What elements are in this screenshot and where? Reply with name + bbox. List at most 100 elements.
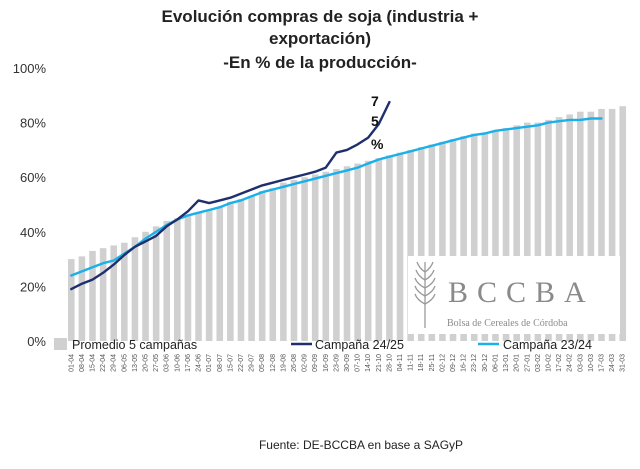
x-tick-label: 13-01 — [503, 354, 510, 372]
y-tick-label: 80% — [20, 116, 46, 131]
x-tick-label: 01-04 — [68, 354, 75, 372]
bar-promedio — [142, 231, 149, 341]
logo-background — [408, 256, 620, 334]
x-tick-label: 02-12 — [439, 354, 446, 372]
bar-promedio — [227, 201, 234, 341]
x-tick-label: 05-08 — [259, 354, 266, 372]
bar-promedio — [333, 169, 340, 341]
chart-title-line-2: exportación) — [269, 29, 371, 48]
bar-promedio — [68, 259, 75, 341]
bar-promedio — [492, 130, 499, 341]
x-tick-label: 08-07 — [217, 354, 224, 372]
x-tick-label: 17-03 — [598, 354, 605, 372]
x-tick-label: 10-06 — [174, 354, 181, 372]
y-axis: 0% 20% 40% 60% 80% 100% — [13, 61, 47, 349]
x-tick-label: 14-10 — [365, 354, 372, 372]
x-tick-label: 16-12 — [461, 354, 468, 372]
bar-promedio — [174, 218, 181, 341]
bar-promedio — [280, 182, 287, 341]
x-tick-label: 11-11 — [408, 354, 415, 371]
bar-promedio — [481, 133, 489, 341]
annotation-char-3: % — [371, 136, 384, 152]
bar-promedio — [396, 152, 404, 341]
bar-promedio — [237, 199, 245, 341]
bar-promedio — [216, 207, 224, 341]
legend-label-campana-2425: Campaña 24/25 — [315, 338, 404, 352]
x-tick-label: 24-03 — [609, 354, 616, 372]
bar-promedio — [407, 149, 414, 341]
bar-promedio — [322, 171, 330, 341]
legend-swatch-promedio — [54, 338, 67, 350]
x-axis: 01-04 08-04 15-04 22-04 29-04 06-05 13-05 20-05… — [68, 354, 626, 372]
line-series-group — [70, 100, 603, 291]
x-tick-label: 29-07 — [249, 354, 256, 372]
chart-title-line-1: Evolución compras de soja (industria + — [162, 7, 479, 26]
bar-promedio — [576, 111, 584, 342]
line-campana-2425 — [70, 100, 391, 291]
bar-promedio — [545, 119, 552, 342]
bar-promedio — [449, 138, 457, 341]
x-tick-label: 13-05 — [132, 354, 139, 372]
x-tick-label: 06-05 — [121, 354, 128, 372]
logo-subtitle: Bolsa de Cereales de Córdoba — [447, 318, 568, 329]
x-tick-label: 30-09 — [344, 354, 351, 372]
bar-promedio — [89, 250, 96, 341]
bar-promedio — [502, 128, 510, 341]
legend: Promedio 5 campañas Campaña 24/25 Campañ… — [54, 338, 592, 352]
x-tick-label: 01-07 — [206, 354, 213, 372]
x-tick-label: 21-10 — [376, 354, 383, 372]
x-tick-label: 24-02 — [567, 354, 574, 372]
annotation-75-percent: 7 5 % — [371, 93, 384, 152]
bar-promedio — [290, 179, 298, 341]
x-tick-label: 15-07 — [227, 354, 234, 372]
x-tick-label: 23-12 — [471, 354, 478, 372]
x-tick-label: 02-09 — [302, 354, 309, 372]
source-note: Fuente: DE-BCCBA en base a SAGyP — [259, 438, 463, 452]
x-tick-label: 07-10 — [355, 354, 362, 372]
bar-promedio — [152, 226, 160, 341]
x-tick-label: 27-01 — [524, 354, 531, 372]
x-tick-label: 30-12 — [482, 354, 489, 372]
x-tick-label: 22-07 — [238, 354, 245, 372]
logo-letters: BCCBA — [448, 276, 595, 309]
x-tick-label: 22-04 — [100, 354, 107, 372]
bar-promedio — [523, 122, 531, 341]
y-tick-label: 60% — [20, 170, 46, 185]
wheat-icon — [414, 261, 436, 328]
x-tick-label: 03-02 — [535, 354, 542, 372]
x-tick-label: 10-02 — [545, 354, 552, 372]
bar-promedio — [205, 209, 213, 341]
x-tick-label: 23-09 — [333, 354, 340, 372]
bar-promedio — [417, 147, 425, 341]
bar-promedio — [608, 108, 616, 341]
bar-promedio — [99, 248, 107, 341]
bar-promedio — [311, 174, 319, 341]
x-tick-label: 25-11 — [429, 354, 436, 371]
x-tick-label: 27-05 — [153, 354, 160, 372]
x-tick-label: 15-04 — [90, 354, 97, 372]
bar-promedio — [555, 117, 563, 341]
x-tick-label: 29-04 — [111, 354, 118, 372]
bar-promedio — [343, 166, 351, 341]
bar-promedio — [258, 190, 266, 341]
x-tick-label: 17-02 — [556, 354, 563, 372]
bar-promedio — [460, 136, 467, 341]
bar-promedio — [375, 158, 383, 341]
x-tick-label: 19-08 — [280, 354, 287, 372]
bar-promedio — [386, 155, 393, 341]
bar-promedio — [470, 133, 478, 341]
bar-promedio — [248, 196, 255, 341]
bar-promedio — [184, 215, 192, 341]
x-tick-label: 12-08 — [270, 354, 277, 372]
x-tick-label: 26-08 — [291, 354, 298, 372]
x-tick-label: 16-09 — [323, 354, 330, 372]
bar-promedio — [121, 242, 128, 341]
x-tick-label: 10-03 — [588, 354, 595, 372]
x-tick-label: 03-06 — [164, 354, 171, 372]
x-tick-label: 03-03 — [577, 354, 584, 372]
bar-promedio — [566, 114, 573, 341]
bar-promedio — [534, 122, 542, 341]
bar-promedio — [269, 188, 277, 341]
legend-label-promedio: Promedio 5 campañas — [72, 338, 197, 352]
x-tick-label: 20-01 — [514, 354, 521, 372]
